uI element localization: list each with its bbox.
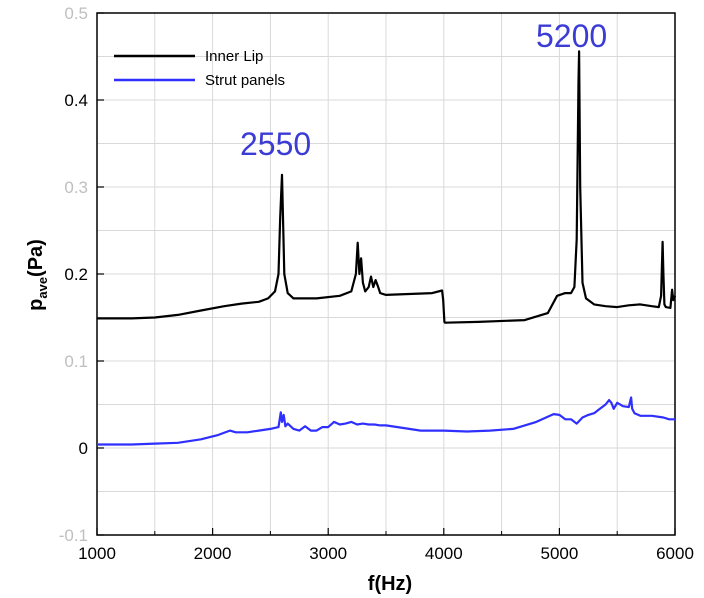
legend: Inner Lip Strut panels — [114, 48, 285, 89]
axis-ticks: 1000 2000 3000 4000 5000 6000 -0.1 0 0.1 0.2 0.3 0.… — [59, 4, 694, 563]
legend-label-strut-panels: Strut panels — [205, 72, 285, 89]
series-lines — [97, 50, 677, 446]
x-tick-label: 2000 — [194, 544, 232, 563]
y-axis-title-unit: (Pa) — [25, 239, 47, 277]
y-axis-title-main: p — [25, 299, 47, 311]
y-tick-label: 0.1 — [64, 352, 88, 371]
annotation-5200: 5200 — [536, 18, 607, 54]
y-axis-title: pave(Pa) — [25, 239, 50, 311]
x-tick-label: 3000 — [309, 544, 347, 563]
y-tick-label: 0.5 — [64, 4, 88, 23]
x-tick-label: 6000 — [656, 544, 694, 563]
x-axis-title: f(Hz) — [368, 573, 412, 595]
y-axis-title-subscript: ave — [35, 277, 50, 299]
y-tick-label: 0 — [79, 439, 88, 458]
grid — [96, 12, 676, 536]
x-tick-label: 5000 — [540, 544, 578, 563]
x-tick-label: 1000 — [78, 544, 116, 563]
legend-label-inner-lip: Inner Lip — [205, 48, 263, 65]
series-line-1 — [97, 396, 675, 446]
y-tick-label: -0.1 — [59, 526, 88, 545]
y-tick-label: 0.2 — [64, 265, 88, 284]
y-tick-label: 0.3 — [64, 178, 88, 197]
series-line-0 — [97, 50, 677, 324]
y-tick-label: 0.4 — [64, 91, 88, 110]
svg-text:pave(Pa): pave(Pa) — [25, 239, 50, 311]
x-tick-label: 4000 — [425, 544, 463, 563]
annotation-2550: 2550 — [240, 126, 311, 162]
